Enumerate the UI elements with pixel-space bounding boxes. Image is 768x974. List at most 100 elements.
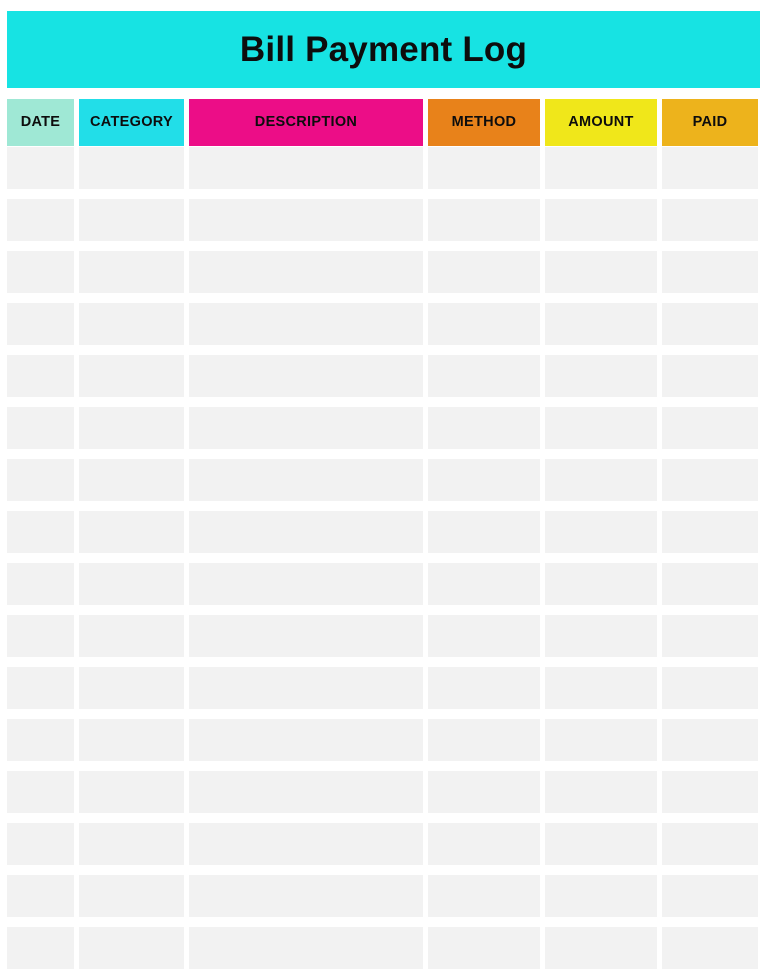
table-cell-method[interactable] [428,511,540,553]
table-cell-amount[interactable] [545,199,657,241]
table-cell-date[interactable] [7,459,74,501]
table-cell-description[interactable] [189,303,423,345]
table-row[interactable] [7,459,760,506]
table-cell-paid[interactable] [662,563,758,605]
table-cell-method[interactable] [428,875,540,917]
table-cell-method[interactable] [428,251,540,293]
table-cell-description[interactable] [189,459,423,501]
table-cell-description[interactable] [189,667,423,709]
table-cell-method[interactable] [428,823,540,865]
table-cell-date[interactable] [7,823,74,865]
table-row[interactable] [7,511,760,558]
table-cell-method[interactable] [428,563,540,605]
table-cell-method[interactable] [428,771,540,813]
table-cell-description[interactable] [189,563,423,605]
table-cell-paid[interactable] [662,615,758,657]
table-cell-category[interactable] [79,667,184,709]
table-cell-method[interactable] [428,667,540,709]
table-row[interactable] [7,199,760,246]
table-cell-description[interactable] [189,875,423,917]
table-row[interactable] [7,771,760,818]
table-cell-category[interactable] [79,563,184,605]
table-cell-paid[interactable] [662,667,758,709]
table-cell-paid[interactable] [662,251,758,293]
table-cell-method[interactable] [428,615,540,657]
table-cell-description[interactable] [189,355,423,397]
table-cell-amount[interactable] [545,147,657,189]
table-cell-date[interactable] [7,199,74,241]
table-cell-date[interactable] [7,355,74,397]
table-cell-description[interactable] [189,719,423,761]
table-cell-amount[interactable] [545,303,657,345]
table-cell-date[interactable] [7,147,74,189]
table-cell-amount[interactable] [545,927,657,969]
table-cell-method[interactable] [428,199,540,241]
table-cell-date[interactable] [7,251,74,293]
table-cell-date[interactable] [7,511,74,553]
table-row[interactable] [7,147,760,194]
table-row[interactable] [7,875,760,922]
table-row[interactable] [7,823,760,870]
table-cell-category[interactable] [79,927,184,969]
table-cell-description[interactable] [189,407,423,449]
table-cell-description[interactable] [189,823,423,865]
table-cell-paid[interactable] [662,875,758,917]
table-cell-category[interactable] [79,251,184,293]
table-cell-description[interactable] [189,251,423,293]
table-cell-category[interactable] [79,147,184,189]
table-cell-description[interactable] [189,927,423,969]
table-row[interactable] [7,719,760,766]
table-cell-method[interactable] [428,147,540,189]
table-cell-category[interactable] [79,719,184,761]
table-cell-description[interactable] [189,771,423,813]
table-cell-amount[interactable] [545,771,657,813]
table-cell-method[interactable] [428,303,540,345]
table-cell-amount[interactable] [545,615,657,657]
table-cell-date[interactable] [7,667,74,709]
table-cell-category[interactable] [79,303,184,345]
table-cell-method[interactable] [428,407,540,449]
table-cell-description[interactable] [189,511,423,553]
table-cell-paid[interactable] [662,407,758,449]
table-cell-paid[interactable] [662,927,758,969]
table-cell-paid[interactable] [662,459,758,501]
table-cell-category[interactable] [79,407,184,449]
table-cell-date[interactable] [7,615,74,657]
table-cell-method[interactable] [428,927,540,969]
table-cell-method[interactable] [428,355,540,397]
table-cell-method[interactable] [428,459,540,501]
table-cell-paid[interactable] [662,355,758,397]
table-cell-amount[interactable] [545,667,657,709]
table-cell-paid[interactable] [662,511,758,553]
table-cell-description[interactable] [189,615,423,657]
table-cell-amount[interactable] [545,511,657,553]
table-cell-amount[interactable] [545,355,657,397]
table-cell-date[interactable] [7,563,74,605]
table-cell-date[interactable] [7,719,74,761]
table-cell-date[interactable] [7,771,74,813]
table-cell-amount[interactable] [545,875,657,917]
table-cell-amount[interactable] [545,563,657,605]
table-cell-amount[interactable] [545,719,657,761]
table-cell-category[interactable] [79,511,184,553]
table-cell-amount[interactable] [545,251,657,293]
table-row[interactable] [7,355,760,402]
table-cell-category[interactable] [79,615,184,657]
table-cell-paid[interactable] [662,771,758,813]
table-cell-method[interactable] [428,719,540,761]
table-cell-amount[interactable] [545,407,657,449]
table-cell-description[interactable] [189,147,423,189]
table-cell-paid[interactable] [662,147,758,189]
table-row[interactable] [7,615,760,662]
table-cell-date[interactable] [7,303,74,345]
table-cell-category[interactable] [79,199,184,241]
table-cell-date[interactable] [7,875,74,917]
table-row[interactable] [7,407,760,454]
table-cell-paid[interactable] [662,823,758,865]
table-cell-paid[interactable] [662,719,758,761]
table-cell-date[interactable] [7,927,74,969]
table-cell-category[interactable] [79,459,184,501]
table-cell-category[interactable] [79,355,184,397]
table-cell-date[interactable] [7,407,74,449]
table-row[interactable] [7,667,760,714]
